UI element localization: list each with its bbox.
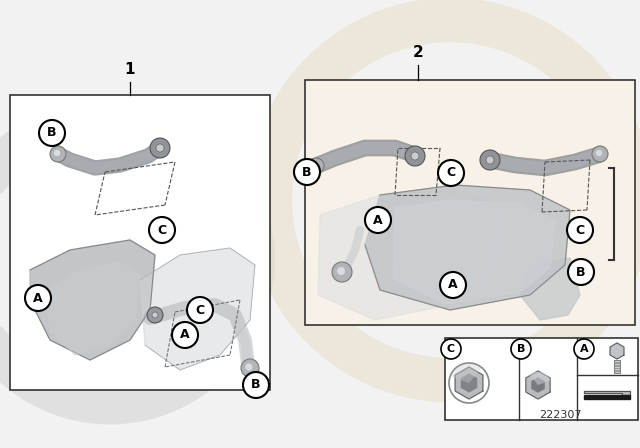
Text: C: C [447, 344, 455, 354]
Polygon shape [461, 374, 477, 392]
Polygon shape [455, 367, 483, 399]
Text: B: B [252, 379, 260, 392]
Circle shape [486, 156, 494, 164]
Text: 2: 2 [413, 45, 424, 60]
Polygon shape [393, 200, 555, 304]
Text: A: A [373, 214, 383, 227]
Circle shape [405, 146, 425, 166]
Text: B: B [517, 344, 525, 354]
Circle shape [441, 339, 461, 359]
Polygon shape [610, 343, 624, 359]
Text: B: B [576, 266, 586, 279]
Polygon shape [318, 190, 500, 320]
Circle shape [152, 312, 158, 318]
Circle shape [596, 150, 602, 156]
Text: C: C [447, 167, 456, 180]
Circle shape [480, 150, 500, 170]
Bar [10, 95, 270, 390]
Polygon shape [365, 185, 570, 310]
Circle shape [54, 150, 60, 156]
Circle shape [147, 307, 163, 323]
Circle shape [312, 162, 318, 168]
Bar [306, 81, 634, 324]
Text: 222307: 222307 [539, 410, 581, 420]
Circle shape [592, 146, 608, 162]
Circle shape [332, 262, 352, 282]
Circle shape [25, 285, 51, 311]
Text: B: B [302, 165, 312, 178]
Text: A: A [180, 328, 190, 341]
Circle shape [245, 363, 253, 370]
Polygon shape [584, 395, 630, 399]
Polygon shape [140, 248, 255, 370]
Circle shape [567, 217, 593, 243]
Bar [445, 338, 638, 420]
Polygon shape [45, 262, 140, 355]
Circle shape [149, 217, 175, 243]
Circle shape [187, 297, 213, 323]
Circle shape [411, 152, 419, 160]
Circle shape [172, 322, 198, 348]
Circle shape [511, 339, 531, 359]
Circle shape [365, 207, 391, 233]
Text: C: C [195, 303, 205, 316]
Circle shape [337, 267, 345, 275]
Circle shape [574, 339, 594, 359]
Text: A: A [448, 279, 458, 292]
Circle shape [241, 359, 259, 377]
Polygon shape [584, 391, 630, 395]
Wedge shape [529, 372, 550, 385]
Circle shape [294, 159, 320, 185]
Circle shape [243, 372, 269, 398]
Text: B: B [47, 126, 57, 139]
Text: C: C [575, 224, 584, 237]
Circle shape [308, 158, 324, 174]
Circle shape [150, 138, 170, 158]
Text: A: A [580, 344, 588, 354]
Bar [305, 80, 635, 325]
Polygon shape [520, 258, 580, 320]
Bar [614, 360, 620, 373]
Polygon shape [532, 378, 544, 392]
Circle shape [50, 146, 66, 162]
Circle shape [438, 160, 464, 186]
Text: A: A [33, 292, 43, 305]
Circle shape [156, 144, 164, 152]
Circle shape [568, 259, 594, 285]
Wedge shape [451, 364, 481, 383]
Polygon shape [30, 240, 155, 360]
Polygon shape [526, 371, 550, 399]
Circle shape [440, 272, 466, 298]
Text: 1: 1 [125, 62, 135, 77]
Circle shape [39, 120, 65, 146]
Text: C: C [157, 224, 166, 237]
